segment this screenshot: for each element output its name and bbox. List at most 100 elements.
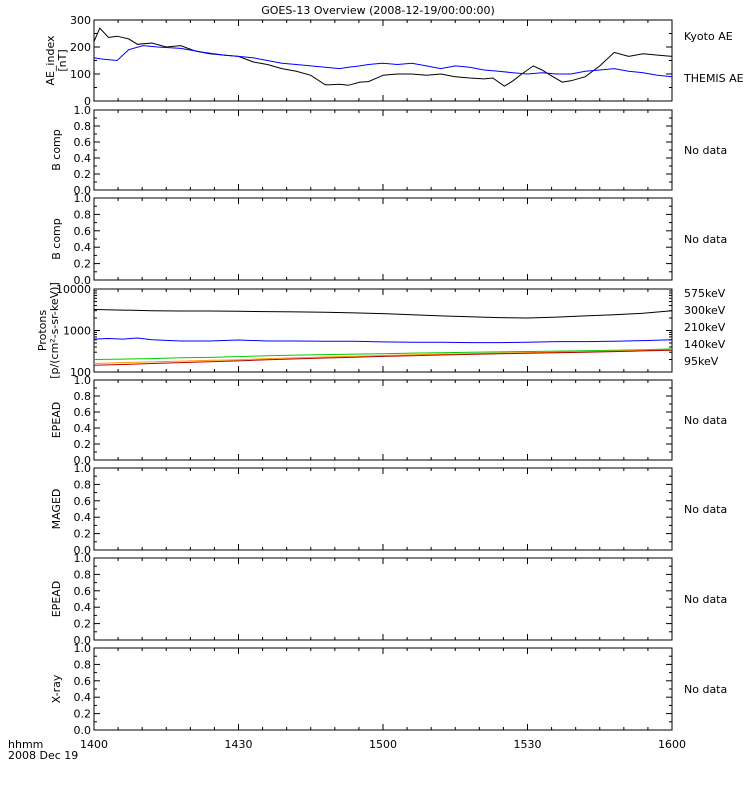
y-tick-label: 0.0 — [74, 544, 92, 557]
y-tick-label: 0 — [84, 95, 91, 108]
y-tick-label: 0.0 — [74, 634, 92, 647]
y-axis-label: B comp — [50, 218, 63, 260]
panel-frame — [93, 288, 673, 373]
no-data-label: No data — [684, 683, 727, 696]
x-ticks — [93, 468, 673, 550]
y-ticks: 0.0 0.2 0.4 0.6 0.8 1.0 — [74, 552, 672, 647]
legend: Kyoto AE THEMIS AE — [683, 30, 744, 85]
time-axis-date-label: 2008 Dec 19 — [8, 749, 78, 762]
y-axis-label: X-ray — [50, 674, 63, 703]
y-tick-label: 100 — [70, 366, 91, 379]
y-tick-label: 0.2 — [74, 708, 92, 721]
y-ticks: 0.0 0.2 0.4 0.6 0.8 1.0 — [74, 462, 672, 557]
panel-frame — [93, 19, 673, 102]
y-tick-label: 1.0 — [74, 552, 92, 565]
y-tick-label: 0.8 — [74, 478, 92, 491]
y-tick-label: 200 — [70, 41, 91, 54]
y-tick-label: 0.2 — [74, 528, 92, 541]
y-tick-label: 0.4 — [74, 601, 92, 614]
y-tick-label: 1.0 — [74, 192, 92, 205]
y-axis-label: AE_index[nT] — [44, 35, 69, 86]
y-axis-label-line: AE_index — [44, 35, 57, 86]
series-line-themis-ae — [93, 45, 673, 78]
x-ticks — [93, 20, 673, 101]
panel-b1: 0.0 0.2 0.4 0.6 0.8 1.0 B comp No data — [50, 104, 727, 197]
x-tick-label: 1600 — [658, 738, 686, 751]
y-axis-label-line: [p/(cm²-s-sr-keV)] — [48, 282, 61, 379]
series-line-140kev — [93, 337, 673, 344]
x-ticks — [93, 110, 673, 190]
y-ticks: 0.0 0.2 0.4 0.6 0.8 1.0 — [74, 104, 672, 197]
y-tick-label: 0.2 — [74, 438, 92, 451]
y-axis-label: Protons[p/(cm²-s-sr-keV)] — [36, 282, 61, 379]
y-axis-label: EPEAD — [50, 581, 63, 618]
y-tick-label: 0.6 — [74, 495, 92, 508]
chart-title: GOES-13 Overview (2008-12-19/00:00:00) — [261, 4, 494, 17]
y-tick-label: 0.2 — [74, 168, 92, 181]
no-data-label: No data — [684, 233, 727, 246]
legend-entry: 95keV — [684, 355, 719, 368]
legend: 575keV 300keV 210keV 140keV 95keV — [684, 287, 726, 368]
panel-epead1: 0.0 0.2 0.4 0.6 0.8 1.0 EPEAD No data — [50, 374, 727, 467]
y-tick-label: 0.6 — [74, 585, 92, 598]
y-tick-label: 1.0 — [74, 462, 92, 475]
legend-entry: 575keV — [684, 287, 726, 300]
series-line-300kev — [93, 349, 673, 364]
no-data-label: No data — [684, 593, 727, 606]
y-tick-label: 0.6 — [74, 675, 92, 688]
series-line-210kev — [93, 348, 673, 360]
y-ticks: 0.0 0.2 0.4 0.6 0.8 1.0 — [74, 374, 672, 467]
x-ticks — [93, 380, 673, 460]
y-tick-label: 0.0 — [74, 454, 92, 467]
series-line-95kev — [93, 309, 673, 319]
legend-entry: 300keV — [684, 304, 726, 317]
series-group — [93, 27, 673, 87]
y-tick-label: 1.0 — [74, 642, 92, 655]
panel-frame — [93, 109, 673, 191]
panel-frame — [93, 647, 673, 731]
y-tick-label: 0.0 — [74, 724, 92, 737]
y-tick-label: 0.6 — [74, 136, 92, 149]
x-tick-label: 1400 — [80, 738, 108, 751]
x-ticks — [93, 289, 673, 372]
legend-entry: 140keV — [684, 338, 726, 351]
y-ticks: 100 1000 10000 — [56, 283, 672, 379]
y-tick-label: 0.8 — [74, 568, 92, 581]
y-tick-label: 0.4 — [74, 152, 92, 165]
legend-entry: THEMIS AE — [683, 72, 744, 85]
y-tick-label: 0.0 — [74, 274, 92, 287]
y-tick-label: 0.2 — [74, 258, 92, 271]
panel-frame — [93, 197, 673, 281]
y-tick-label: 0.6 — [74, 406, 92, 419]
y-tick-label: 0.2 — [74, 618, 92, 631]
y-tick-label: 0.4 — [74, 691, 92, 704]
y-axis-label: EPEAD — [50, 402, 63, 439]
y-axis-label-line: Protons — [36, 310, 49, 351]
y-ticks: 0 100 200 300 — [70, 14, 672, 108]
y-tick-label: 1000 — [63, 325, 91, 338]
y-axis-label: MAGED — [50, 489, 63, 530]
x-tick-labels: 1400 1430 1500 1530 1600 — [80, 738, 686, 751]
x-tick-label: 1430 — [225, 738, 253, 751]
panel-frame — [93, 379, 673, 461]
no-data-label: No data — [684, 503, 727, 516]
y-ticks: 0.0 0.2 0.4 0.6 0.8 1.0 — [74, 192, 672, 287]
y-tick-label: 0.4 — [74, 511, 92, 524]
y-tick-label: 0.0 — [74, 184, 92, 197]
y-tick-label: 0.8 — [74, 120, 92, 133]
y-axis-label-line: [nT] — [56, 49, 69, 71]
y-tick-label: 0.8 — [74, 390, 92, 403]
panel-b2: 0.0 0.2 0.4 0.6 0.8 1.0 B comp No data — [50, 192, 727, 287]
y-tick-label: 300 — [70, 14, 91, 27]
x-tick-label: 1500 — [369, 738, 397, 751]
time-axis-format-label: hhmm — [8, 738, 43, 751]
y-tick-label: 0.6 — [74, 225, 92, 238]
series-line-575kev — [93, 349, 673, 366]
x-ticks — [93, 558, 673, 640]
y-tick-label: 0.8 — [74, 208, 92, 221]
series-group — [93, 309, 673, 366]
legend-entry: 210keV — [684, 321, 726, 334]
